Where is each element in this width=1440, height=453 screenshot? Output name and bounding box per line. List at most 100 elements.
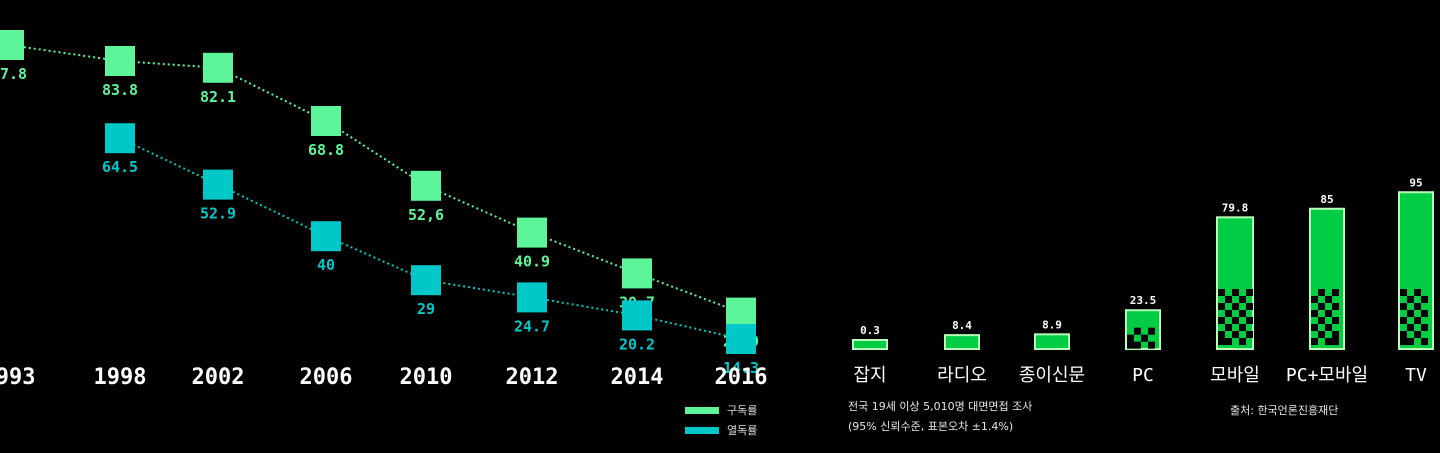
- bar-chart: 0.3 잡지 8.4 라디오 8.9 종이신문 23.5 PC 79.8 모바일 85 PC+모바일 9…: [852, 176, 1434, 386]
- x-tick-label: 2006: [300, 365, 353, 390]
- data-point-reading: [622, 300, 652, 331]
- bar-crumble-pixel: [1311, 324, 1318, 331]
- bar-crumble-pixel: [1239, 296, 1246, 303]
- data-label-subscription: 82.1: [200, 88, 236, 106]
- bar-crumble-pixel: [1218, 317, 1225, 324]
- data-point-reading: [105, 123, 135, 154]
- data-point-reading: [726, 324, 756, 354]
- bar-crumble-pixel: [1318, 289, 1325, 296]
- data-label-subscription: 40.9: [514, 253, 550, 271]
- bar-value-label: 85: [1320, 193, 1333, 206]
- x-tick-label: 2012: [506, 365, 559, 390]
- legend-label-subscription: 구독률: [727, 404, 758, 417]
- bar-crumble-pixel: [1332, 338, 1339, 345]
- bar-crumble-pixel: [1421, 296, 1428, 303]
- bar-crumble-pixel: [1246, 317, 1253, 324]
- bar-crumble-pixel: [1400, 338, 1407, 345]
- x-tick-label: 2014: [611, 365, 664, 390]
- data-point-subscription: [311, 106, 341, 136]
- bar-crumble-pixel: [1318, 303, 1325, 310]
- bar-value-label: 79.8: [1222, 201, 1249, 214]
- bar-crumble-pixel: [1311, 310, 1318, 317]
- bar-crumble-pixel: [1134, 327, 1141, 335]
- bar-value-label: 95: [1409, 176, 1422, 189]
- bar-crumble-pixel: [1127, 334, 1134, 342]
- bar-crumble-pixel: [1246, 331, 1253, 338]
- legend: 구독률 열독률: [685, 400, 757, 440]
- bar-crumble-pixel: [1218, 338, 1225, 345]
- bar-crumble-pixel: [1421, 310, 1428, 317]
- bar-crumble-pixel: [1407, 296, 1414, 303]
- data-point-reading: [203, 169, 233, 200]
- bar-crumble-pixel: [1225, 338, 1232, 345]
- bar: [1216, 216, 1254, 350]
- bar-crumble-pixel: [1332, 303, 1339, 310]
- data-point-subscription: [726, 297, 756, 328]
- data-label-subscription: 52,6: [408, 206, 444, 224]
- bar-crumble-pixel: [1148, 341, 1155, 349]
- bar-crumble-pixel: [1239, 324, 1246, 331]
- bar-crumble-pixel: [1218, 289, 1225, 296]
- x-tick-label: 2010: [400, 365, 453, 390]
- bar-crumble-pixel: [1318, 317, 1325, 324]
- data-point-subscription: [105, 46, 135, 76]
- bar-crumble-pixel: [1239, 310, 1246, 317]
- bar-crumble-pixel: [1400, 317, 1407, 324]
- survey-note-line1: 전국 19세 이상 5,010명 대면면접 조사: [848, 400, 1033, 413]
- bar-crumble-pixel: [1325, 324, 1332, 331]
- bar-crumble-pixel: [1239, 338, 1246, 345]
- bar-crumble-pixel: [1325, 310, 1332, 317]
- bar-crumble-pixel: [1414, 303, 1421, 310]
- bar-crumble-pixel: [1332, 289, 1339, 296]
- bar-crumble-pixel: [1225, 296, 1232, 303]
- bar: [852, 339, 888, 350]
- bar-category-label: 라디오: [937, 365, 987, 386]
- data-label-reading: 29: [417, 300, 435, 318]
- bar-crumble-pixel: [1400, 303, 1407, 310]
- data-label-reading: 20.2: [619, 335, 655, 353]
- bar-crumble-pixel: [1232, 289, 1239, 296]
- bar-crumble-pixel: [1134, 341, 1141, 349]
- data-point-reading: [517, 282, 547, 313]
- data-label-reading: 52.9: [200, 205, 236, 223]
- bar-crumble-pixel: [1407, 338, 1414, 345]
- data-label-reading: 64.5: [102, 158, 138, 176]
- survey-note: 전국 19세 이상 5,010명 대면면접 조사 (95% 신뢰수준, 표본오차…: [848, 397, 1032, 437]
- data-point-subscription: [411, 170, 441, 201]
- bar-crumble-pixel: [1332, 317, 1339, 324]
- bar-crumble-pixel: [1246, 289, 1253, 296]
- bar-category-label: 종이신문: [1019, 365, 1085, 386]
- legend-item-subscription: 구독률: [685, 400, 757, 420]
- line-chart: 87.883.882.168.852,640.930.720.964.552.9…: [0, 30, 767, 390]
- bar-crumble-pixel: [1246, 303, 1253, 310]
- bar-crumble-pixel: [1407, 310, 1414, 317]
- legend-swatch-reading: [685, 426, 719, 434]
- data-point-subscription: [622, 258, 652, 289]
- bar-crumble-pixel: [1225, 324, 1232, 331]
- bar-crumble-pixel: [1421, 338, 1428, 345]
- data-point-subscription: [0, 30, 24, 60]
- bar-value-label: 0.3: [860, 324, 880, 337]
- x-tick-label: 1998: [94, 365, 147, 390]
- survey-note-line2: (95% 신뢰수준, 표본오차 ±1.4%): [848, 420, 1014, 433]
- data-point-reading: [311, 221, 341, 252]
- x-tick-label: 1993: [0, 365, 35, 390]
- bar-crumble-pixel: [1218, 331, 1225, 338]
- bar-crumble-pixel: [1225, 310, 1232, 317]
- data-label-reading: 40: [317, 256, 335, 274]
- x-tick-label: 2016: [715, 365, 768, 390]
- bar-category-label: 잡지: [853, 365, 886, 386]
- bar-value-label: 23.5: [1130, 294, 1157, 307]
- bar-category-label: TV: [1405, 365, 1427, 386]
- bar-crumble-pixel: [1414, 331, 1421, 338]
- source-note: 출처: 한국언론진흥재단: [1230, 404, 1339, 417]
- bar: [1034, 333, 1070, 351]
- bar-crumble-pixel: [1232, 303, 1239, 310]
- x-tick-label: 2002: [192, 365, 245, 390]
- bar-crumble-pixel: [1311, 338, 1318, 345]
- bar-value-label: 8.4: [952, 319, 972, 332]
- bar-crumble-pixel: [1400, 331, 1407, 338]
- bar-crumble-pixel: [1127, 341, 1134, 349]
- data-label-subscription: 68.8: [308, 141, 344, 159]
